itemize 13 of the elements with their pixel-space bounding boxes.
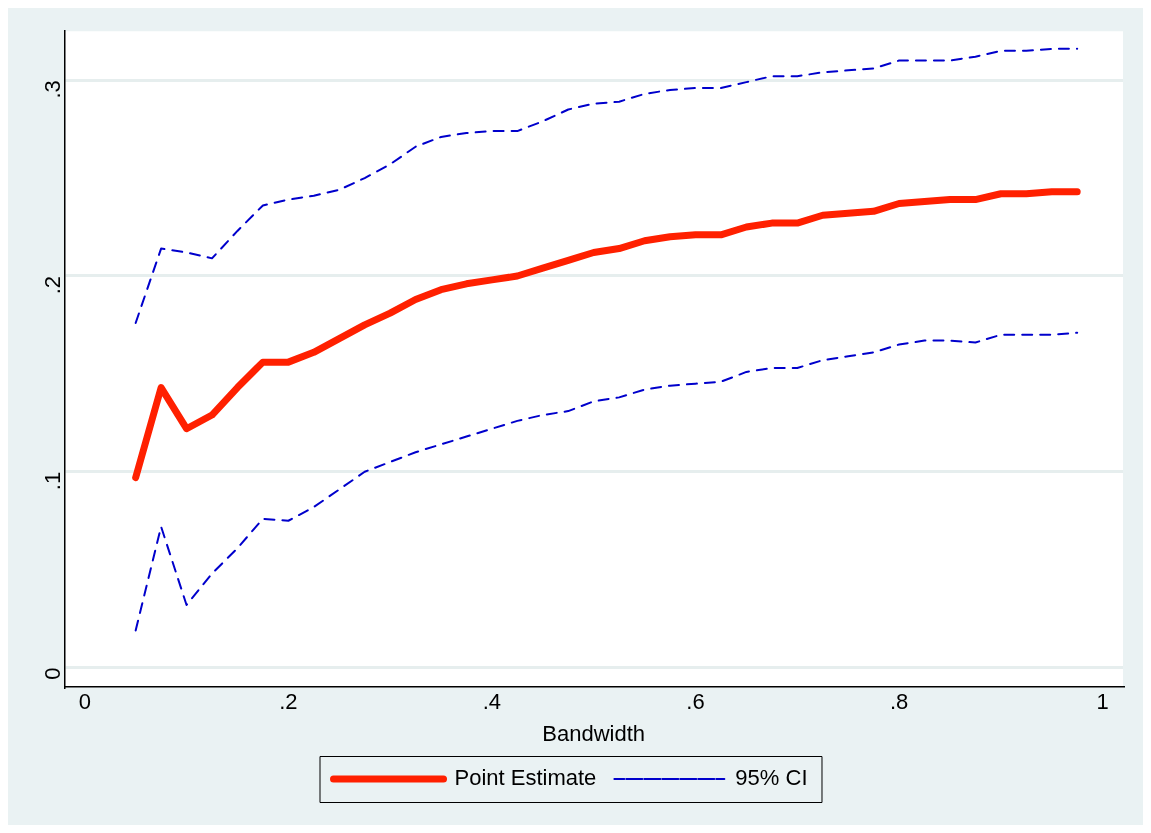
x-tick-label: .2 <box>279 689 298 715</box>
legend-label: 95% CI <box>735 765 808 791</box>
y-tick-label: .3 <box>40 80 66 99</box>
x-axis-title: Bandwidth <box>542 720 646 746</box>
legend-label: Point Estimate <box>454 765 597 791</box>
y-tick-label: .1 <box>40 471 66 491</box>
x-tick-label: 0 <box>78 689 91 715</box>
x-tick-label: .4 <box>482 689 502 715</box>
y-tick-label: .2 <box>40 275 66 295</box>
x-tick-label: .6 <box>686 689 705 715</box>
x-tick-label: 1 <box>1096 689 1109 715</box>
x-tick-label: .8 <box>889 689 909 715</box>
y-tick-label: 0 <box>40 667 66 680</box>
